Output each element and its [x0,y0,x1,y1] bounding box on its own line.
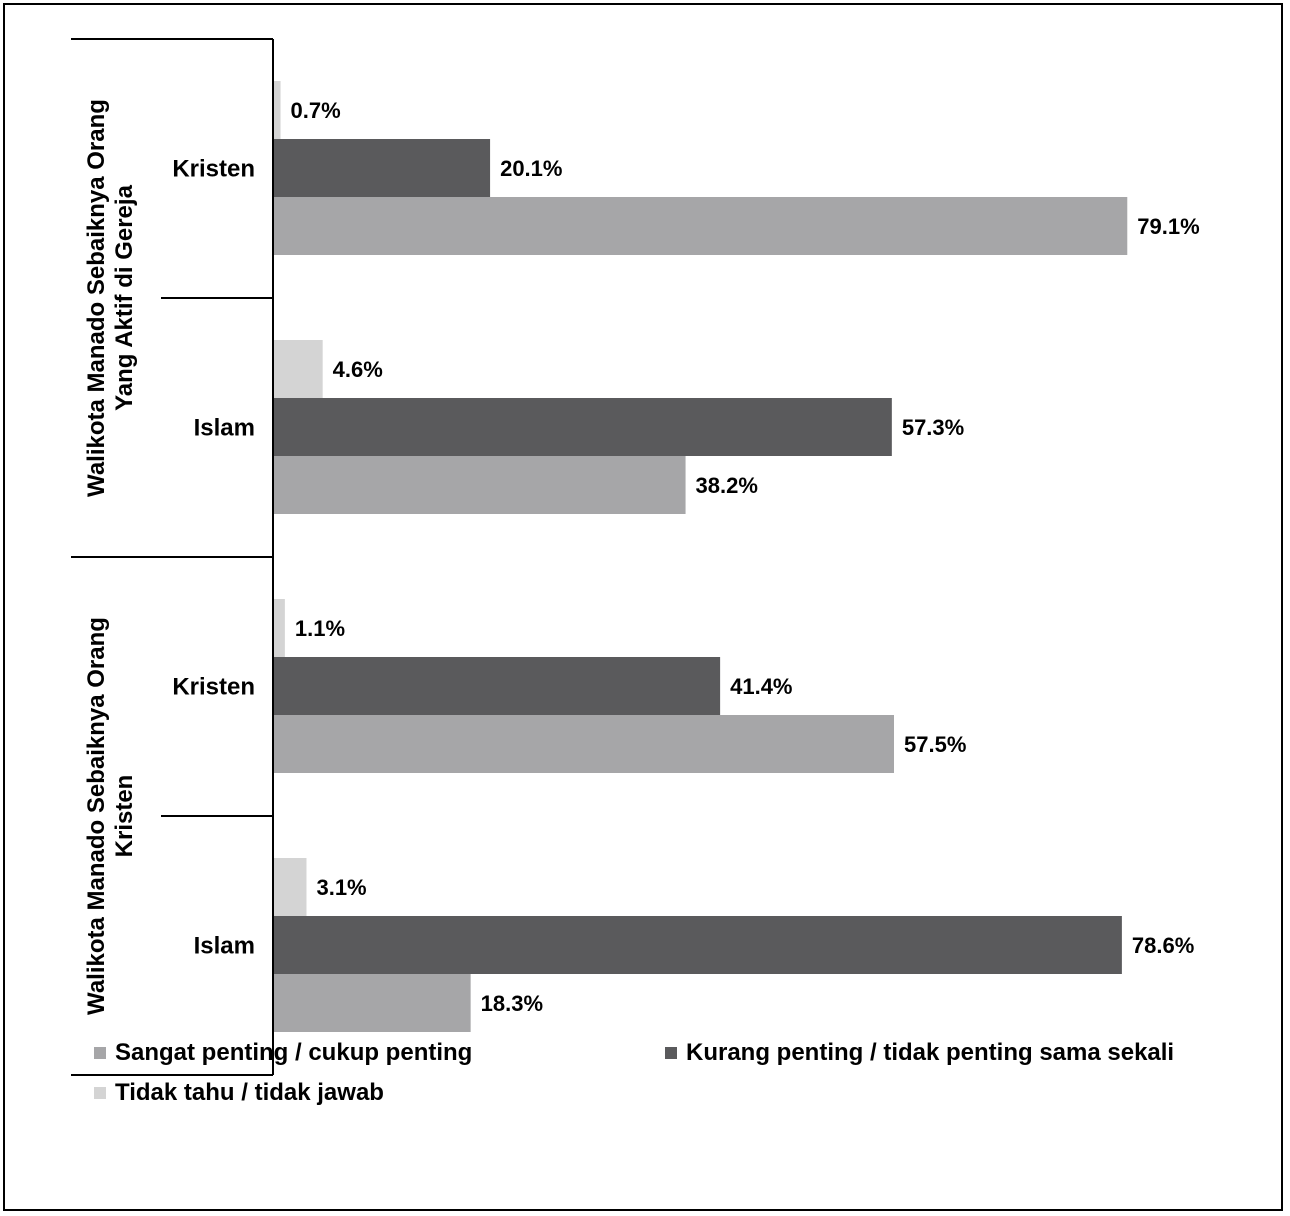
data-label: 3.1% [316,875,366,900]
bar-kurang [273,916,1122,974]
bar-chart: Walikota Manado Sebaiknya OrangYang Akti… [71,38,1200,1076]
bar-sangat [273,974,471,1032]
data-label: 38.2% [696,473,758,498]
data-label: 1.1% [295,616,345,641]
data-label: 79.1% [1137,214,1199,239]
data-label: 18.3% [481,991,543,1016]
legend-swatch-sangat [94,1047,106,1059]
legend-label-sangat: Sangat penting / cukup penting [115,1039,473,1066]
group-label: Walikota Manado Sebaiknya OrangYang Akti… [83,99,138,497]
legend-item-tidak-tahu: Tidak tahu / tidak jawab [94,1079,384,1107]
legend-item-sangat: Sangat penting / cukup penting [94,1039,472,1067]
legend-label-kurang: Kurang penting / tidak penting sama seka… [686,1039,1175,1066]
bar-kurang [273,398,892,456]
data-label: 41.4% [730,674,792,699]
data-label: 78.6% [1132,933,1194,958]
data-label: 57.3% [902,415,964,440]
legend-item-kurang: Kurang penting / tidak penting sama seka… [665,1039,1174,1067]
bar-sangat [273,715,894,773]
category-label: Islam [194,933,255,960]
bar-sangat [273,456,686,514]
bar-tidak-tahu [273,81,281,139]
category-label: Islam [194,415,255,442]
data-label: 4.6% [333,357,383,382]
bar-tidak-tahu [273,340,323,398]
bar-sangat [273,197,1128,255]
group-label: Walikota Manado Sebaiknya OrangKristen [83,617,138,1015]
data-label: 20.1% [500,156,562,181]
chart-frame: Walikota Manado Sebaiknya OrangYang Akti… [3,3,1283,1211]
data-label: 57.5% [904,732,966,757]
legend-swatch-kurang [665,1047,677,1059]
bar-kurang [273,139,491,197]
bar-tidak-tahu [273,599,285,657]
legend-swatch-tidak-tahu [94,1087,106,1099]
category-label: Kristen [172,156,255,183]
category-label: Kristen [172,674,255,701]
bar-tidak-tahu [273,858,307,916]
legend-label-tidak-tahu: Tidak tahu / tidak jawab [115,1079,384,1106]
data-label: 0.7% [291,98,341,123]
bar-kurang [273,657,721,715]
